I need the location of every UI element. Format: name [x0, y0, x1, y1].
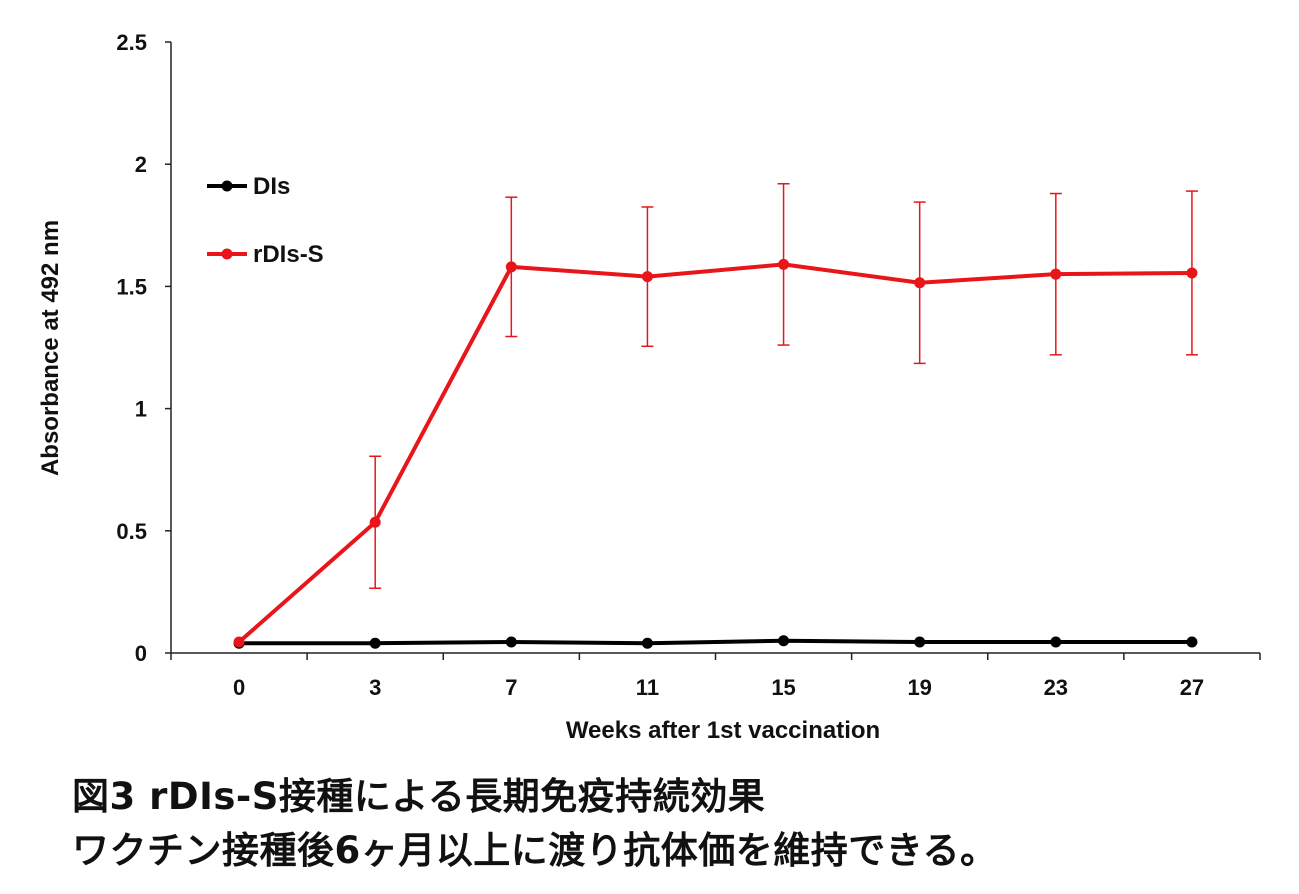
legend-label: DIs — [253, 173, 290, 200]
legend-item: rDIs-S — [207, 241, 324, 268]
y-tick-label: 2 — [135, 152, 147, 177]
data-point — [1186, 267, 1198, 279]
x-tick-label: 19 — [907, 675, 931, 700]
data-point — [914, 636, 926, 648]
y-axis-ticks: 0 0.5 1 1.5 2 2.5 — [116, 30, 171, 666]
y-tick-label: 1 — [135, 397, 147, 422]
x-tick-label: 7 — [505, 675, 517, 700]
x-axis-ticks: 0 3 7 11 15 19 23 27 — [170, 653, 1261, 700]
x-axis-label: Weeks after 1st vaccination — [566, 717, 880, 744]
series-dis — [233, 635, 1198, 649]
legend-item: DIs — [207, 173, 290, 200]
y-tick-label: 0.5 — [116, 519, 147, 544]
series-line — [239, 638, 1192, 646]
data-point — [778, 635, 790, 647]
data-point — [914, 277, 926, 289]
series-layer — [233, 183, 1198, 649]
caption-subtitle: ワクチン接種後6ヶ月以上に渡り抗体価を維持できる。 — [72, 829, 998, 872]
x-tick-label: 27 — [1180, 675, 1204, 700]
data-point — [1050, 268, 1062, 280]
data-point — [505, 636, 517, 648]
series-line — [237, 262, 1192, 644]
x-tick-label: 11 — [636, 675, 659, 700]
x-tick-label: 23 — [1044, 675, 1068, 700]
data-point — [1050, 636, 1062, 648]
x-tick-label: 3 — [369, 675, 381, 700]
legend-swatch-marker — [221, 248, 233, 260]
y-tick-label: 1.5 — [116, 274, 147, 299]
data-point — [505, 261, 517, 273]
legend: DIs rDIs-S — [207, 173, 324, 268]
caption-title: 図3 rDIs-S接種による長期免疫持続効果 — [72, 775, 766, 818]
data-point — [641, 271, 653, 283]
y-tick-label: 0 — [135, 641, 147, 666]
data-point — [641, 637, 653, 649]
x-tick-label: 0 — [233, 675, 245, 700]
data-point — [233, 636, 245, 648]
y-axis-label: Absorbance at 492 nm — [37, 220, 64, 476]
axes — [170, 42, 1260, 654]
data-point — [778, 258, 790, 270]
data-point — [369, 637, 381, 649]
line-chart: 0 0.5 1 1.5 2 2.5 0 3 7 11 15 19 23 27 Absorbance at… — [37, 30, 1261, 744]
y-tick-label: 2.5 — [116, 30, 147, 55]
legend-label: rDIs-S — [253, 241, 324, 268]
legend-swatch-marker — [221, 180, 233, 192]
series-rdis-s — [233, 183, 1198, 648]
data-point — [1186, 636, 1198, 648]
x-tick-label: 15 — [771, 675, 795, 700]
data-point — [369, 516, 381, 528]
